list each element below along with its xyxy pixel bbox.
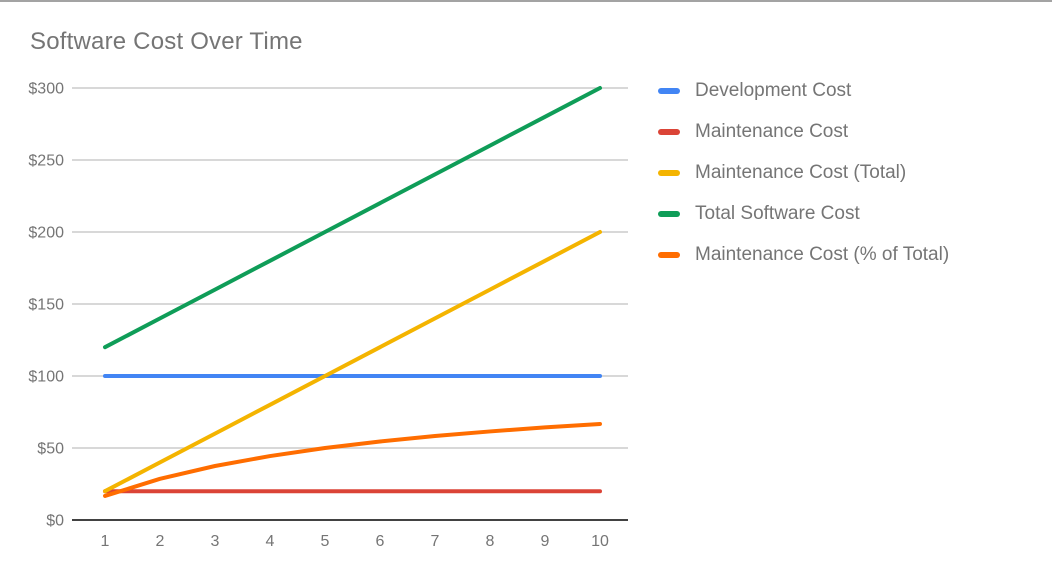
x-tick-label: 9 <box>541 533 550 550</box>
legend-item-label: Development Cost <box>695 80 852 101</box>
legend-item-label: Maintenance Cost (% of Total) <box>695 244 950 265</box>
legend-item-label: Maintenance Cost (Total) <box>695 162 907 183</box>
y-tick-label: $0 <box>46 513 64 530</box>
y-tick-label: $200 <box>28 225 64 242</box>
legend-item: Development Cost <box>658 74 949 108</box>
legend-swatch-icon <box>658 211 680 217</box>
legend-item: Total Software Cost <box>658 197 949 231</box>
x-tick-label: 10 <box>591 533 609 550</box>
series-line <box>103 230 602 494</box>
legend: Development Cost Maintenance Cost Maintena… <box>658 74 949 279</box>
x-tick-label: 7 <box>431 533 440 550</box>
x-tick-label: 2 <box>156 533 165 550</box>
y-tick-label: $250 <box>28 153 64 170</box>
series-line <box>103 421 602 498</box>
chart-canvas: $0 $50 $100 $150 $200 $250 $300 1 2 3 4 5 6 7 8 9 10 <box>28 81 628 550</box>
x-tick-label: 1 <box>101 533 110 550</box>
x-tick-label: 4 <box>266 533 275 550</box>
chart-title: Software Cost Over Time <box>30 28 303 55</box>
x-tick-label: 8 <box>486 533 495 550</box>
legend-swatch-icon <box>658 252 680 258</box>
legend-item-label: Total Software Cost <box>695 203 860 224</box>
y-tick-label: $100 <box>28 369 64 386</box>
y-tick-label: $50 <box>37 441 64 458</box>
x-tick-label: 6 <box>376 533 385 550</box>
top-border <box>0 0 1052 2</box>
legend-swatch-icon <box>658 88 680 94</box>
series-line <box>103 86 602 350</box>
x-tick-label: 5 <box>321 533 330 550</box>
legend-item: Maintenance Cost (% of Total) <box>658 238 949 272</box>
legend-item: Maintenance Cost (Total) <box>658 156 949 190</box>
legend-swatch-icon <box>658 170 680 176</box>
legend-item-label: Maintenance Cost <box>695 121 849 142</box>
x-tick-label: 3 <box>211 533 220 550</box>
legend-item: Maintenance Cost <box>658 115 949 149</box>
y-tick-label: $300 <box>28 81 64 98</box>
y-tick-label: $150 <box>28 297 64 314</box>
legend-swatch-icon <box>658 129 680 135</box>
